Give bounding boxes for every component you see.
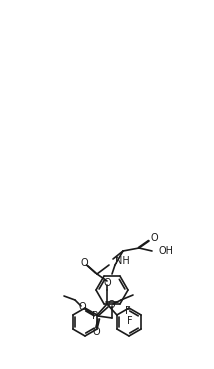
Text: NH: NH xyxy=(115,256,130,266)
Text: P: P xyxy=(92,311,98,321)
Text: O: O xyxy=(103,278,111,288)
Text: O: O xyxy=(80,258,88,268)
Text: F: F xyxy=(127,316,133,326)
Text: O: O xyxy=(150,233,158,243)
Text: O: O xyxy=(92,327,100,337)
Text: O: O xyxy=(107,300,115,310)
Text: O: O xyxy=(78,302,86,312)
Text: F: F xyxy=(125,306,131,316)
Text: OH: OH xyxy=(159,246,174,256)
